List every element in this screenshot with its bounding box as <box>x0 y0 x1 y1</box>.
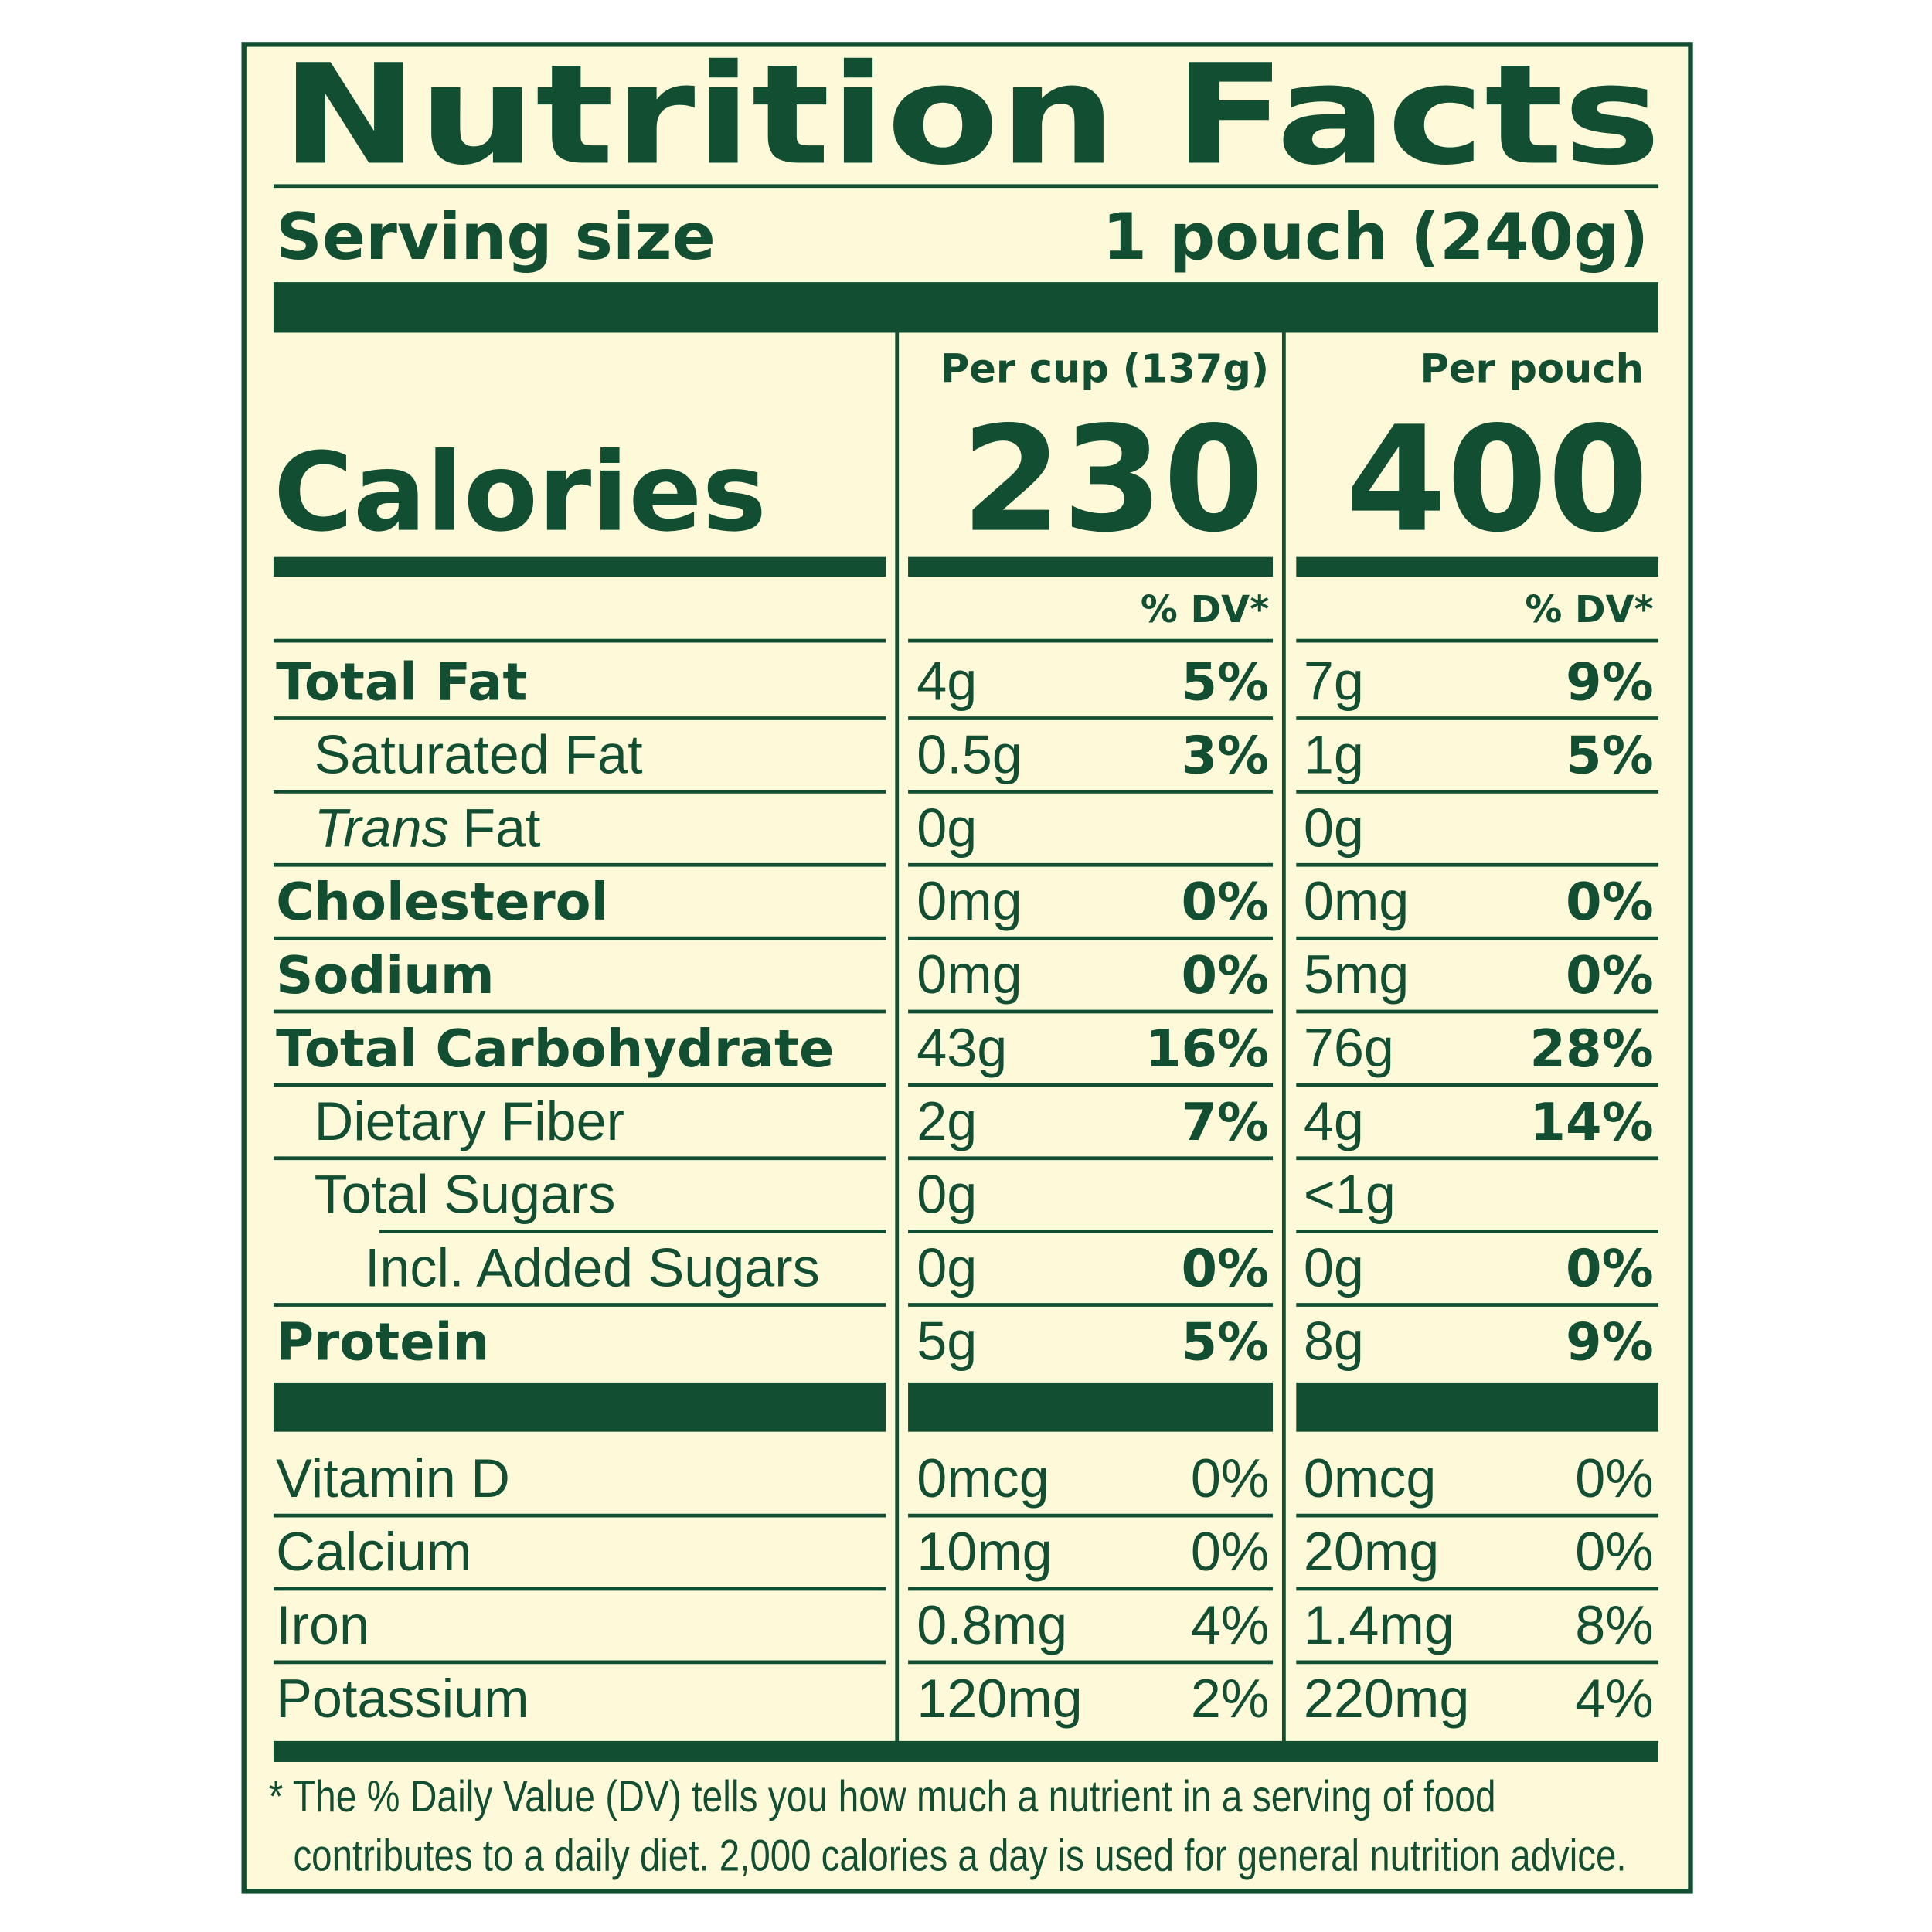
amount: 4g <box>1304 1090 1364 1151</box>
footnote: * The % Daily Value (DV) tells you how m… <box>269 1772 1496 1821</box>
daily-value: 5% <box>1566 725 1654 785</box>
amount: 0mg <box>917 944 1022 1005</box>
amount: <1g <box>1304 1164 1396 1225</box>
daily-value: 5% <box>1182 652 1270 713</box>
daily-value: 14% <box>1529 1092 1653 1152</box>
amount: 1.4mg <box>1304 1594 1454 1655</box>
daily-value: 2% <box>1191 1668 1269 1729</box>
daily-value: 0% <box>1575 1447 1653 1509</box>
nutrient-name: Total Fat <box>276 652 527 713</box>
amount: 76g <box>1304 1017 1394 1078</box>
nutrient-name: Total Sugars <box>315 1164 616 1225</box>
amount: 2g <box>917 1090 977 1151</box>
medium-bar <box>1296 556 1659 577</box>
dv-header: % DV* <box>1141 589 1269 631</box>
nutrient-name: Incl. Added Sugars <box>365 1237 820 1298</box>
nutrient-name: Protein <box>276 1311 489 1372</box>
daily-value: 0% <box>1182 1239 1270 1299</box>
nutrient-name-italic: Trans <box>315 797 449 858</box>
vitamin-name: Iron <box>276 1594 369 1655</box>
nutrient-name: Dietary Fiber <box>315 1090 624 1151</box>
daily-value: 8% <box>1575 1594 1653 1655</box>
serving-size-value: 1 pouch (240g) <box>1102 199 1648 274</box>
serving-size-label: Serving size <box>276 199 716 274</box>
nutrient-name: Total Carbohydrate <box>276 1019 834 1079</box>
amount: 0mg <box>1304 870 1409 931</box>
daily-value: 9% <box>1566 1311 1654 1372</box>
medium-bar <box>273 1740 1659 1762</box>
daily-value: 0% <box>1182 945 1270 1005</box>
footnote: contributes to a daily diet. 2,000 calor… <box>293 1831 1626 1880</box>
nutrient-name: Trans Fat <box>315 797 541 858</box>
amount: 220mg <box>1304 1668 1469 1729</box>
calories-value: 400 <box>1345 396 1648 565</box>
daily-value: 7% <box>1182 1092 1270 1152</box>
amount: 120mg <box>917 1668 1082 1729</box>
thick-bar <box>273 1382 886 1432</box>
column-header: Per cup (137g) <box>940 346 1269 392</box>
amount: 0mcg <box>1304 1447 1437 1509</box>
daily-value: 3% <box>1182 725 1270 785</box>
amount: 1g <box>1304 723 1364 784</box>
thick-bar <box>1296 1382 1659 1432</box>
daily-value: 0% <box>1182 872 1270 932</box>
amount: 7g <box>1304 651 1364 712</box>
amount: 0.8mg <box>917 1594 1067 1655</box>
daily-value: 5% <box>1182 1311 1270 1372</box>
daily-value: 0% <box>1191 1447 1269 1509</box>
vitamin-name: Vitamin D <box>276 1447 510 1509</box>
daily-value: 4% <box>1191 1594 1269 1655</box>
amount: 0.5g <box>917 723 1022 784</box>
dv-header: % DV* <box>1525 589 1653 631</box>
amount: 0g <box>1304 1237 1364 1298</box>
vitamin-name: Calcium <box>276 1521 471 1582</box>
label-frame <box>241 42 1693 1894</box>
amount: 0g <box>917 1237 977 1298</box>
amount: 0mcg <box>917 1447 1049 1509</box>
daily-value: 9% <box>1566 652 1654 713</box>
calories-label: Calories <box>274 430 767 556</box>
amount: 5mg <box>1304 944 1409 1005</box>
nutrient-name-rest: Fat <box>462 797 540 858</box>
thick-bar <box>273 282 1659 333</box>
amount: 43g <box>917 1017 1007 1078</box>
amount: 0g <box>917 1164 977 1225</box>
daily-value: 16% <box>1145 1019 1269 1079</box>
medium-bar <box>908 556 1274 577</box>
medium-bar <box>273 556 886 577</box>
nutrient-name: Cholesterol <box>276 872 608 932</box>
amount: 0g <box>1304 797 1364 858</box>
thick-bar <box>908 1382 1274 1432</box>
amount: 8g <box>1304 1310 1364 1371</box>
amount: 0g <box>917 797 977 858</box>
daily-value: 0% <box>1566 872 1654 932</box>
calories-value: 230 <box>961 396 1264 565</box>
amount: 10mg <box>917 1521 1052 1582</box>
amount: 5g <box>917 1310 977 1371</box>
daily-value: 4% <box>1575 1668 1653 1729</box>
nutrient-name: Sodium <box>276 945 495 1005</box>
title: Nutrition Facts <box>281 35 1662 196</box>
amount: 0mg <box>917 870 1022 931</box>
daily-value: 0% <box>1575 1521 1653 1582</box>
daily-value: 28% <box>1529 1019 1653 1079</box>
daily-value: 0% <box>1191 1521 1269 1582</box>
amount: 4g <box>917 651 977 712</box>
daily-value: 0% <box>1566 1239 1654 1299</box>
column-header: Per pouch <box>1420 346 1644 392</box>
amount: 20mg <box>1304 1521 1439 1582</box>
nutrient-name: Saturated Fat <box>315 723 643 784</box>
daily-value: 0% <box>1566 945 1654 1005</box>
vitamin-name: Potassium <box>276 1668 529 1729</box>
